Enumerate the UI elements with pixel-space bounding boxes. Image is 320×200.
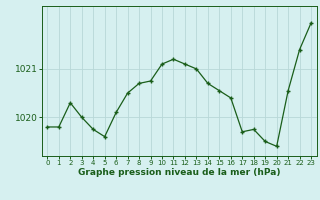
X-axis label: Graphe pression niveau de la mer (hPa): Graphe pression niveau de la mer (hPa) xyxy=(78,168,280,177)
